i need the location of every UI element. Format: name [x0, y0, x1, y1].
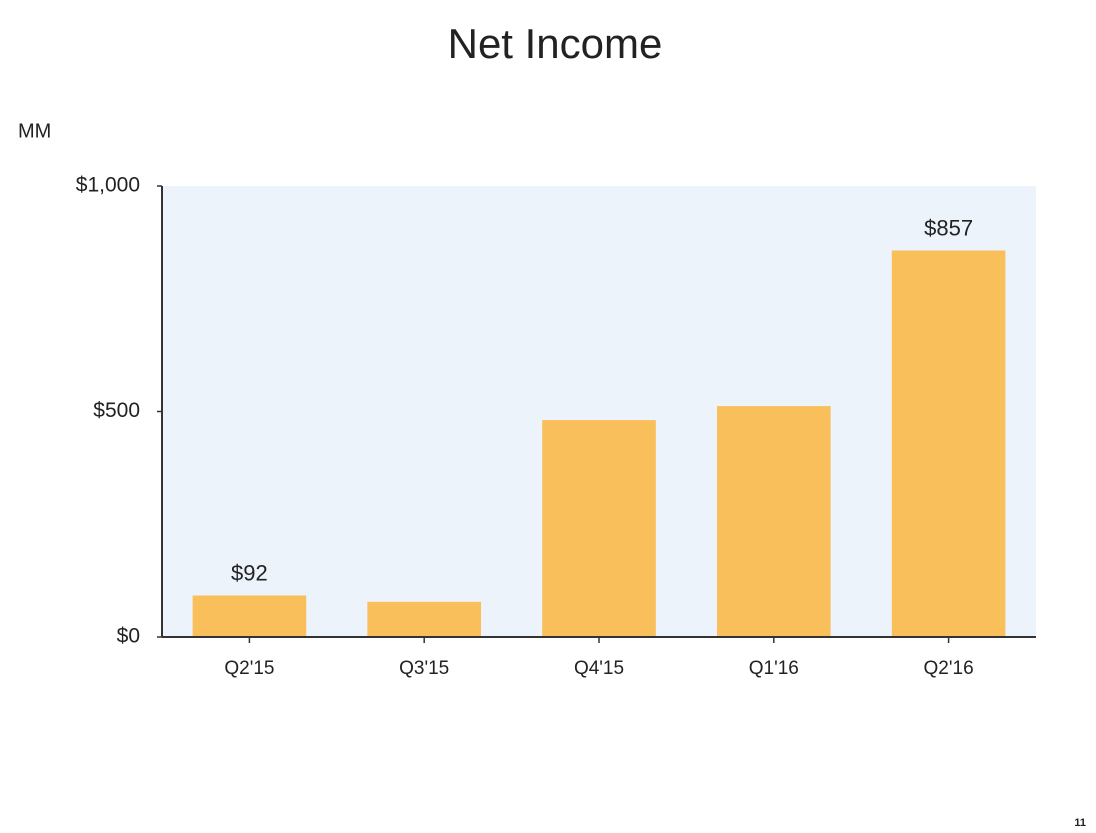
bar	[367, 601, 482, 637]
x-tick-label: Q3'15	[399, 658, 449, 679]
page-number: 11	[1074, 817, 1086, 829]
bar	[192, 595, 307, 637]
y-tick-label: $0	[117, 625, 140, 648]
chart-title: Net Income	[448, 20, 663, 67]
x-tick-label: Q2'16	[924, 658, 974, 679]
data-label: $857	[924, 215, 973, 240]
y-tick-label: $500	[93, 399, 140, 422]
y-tick-label: $1,000	[76, 174, 140, 197]
data-label: $92	[231, 560, 268, 585]
x-tick-label: Q1'16	[749, 658, 799, 679]
x-tick-label: Q2'15	[224, 658, 274, 679]
x-tick-label: Q4'15	[574, 658, 624, 679]
unit-label: MM	[18, 120, 51, 142]
bar	[716, 406, 831, 637]
bar	[542, 420, 656, 637]
bar	[891, 250, 1006, 638]
